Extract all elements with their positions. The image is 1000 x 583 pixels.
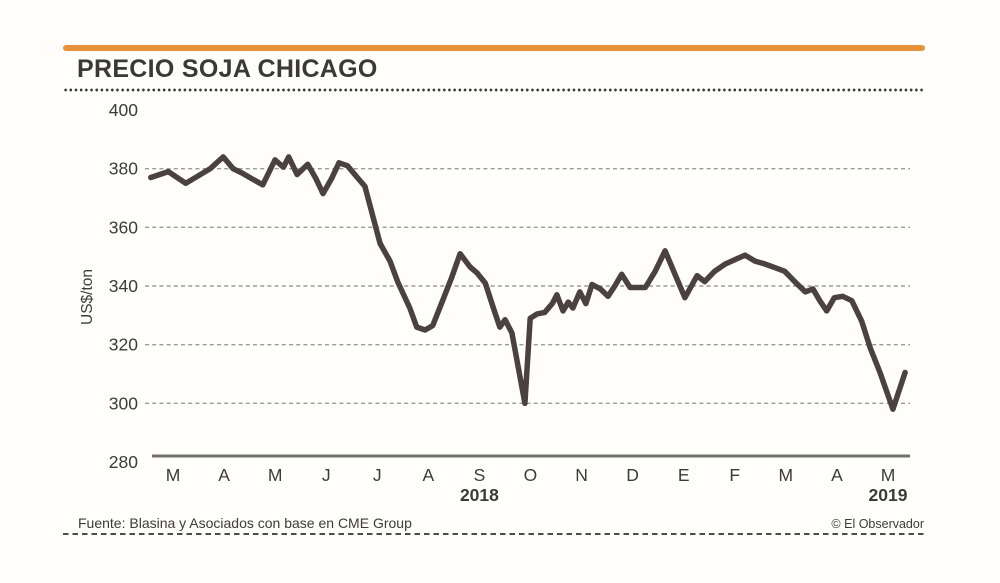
x-month-2: M xyxy=(268,465,283,485)
y-tick-340: 340 xyxy=(109,276,138,296)
x-year-2019: 2019 xyxy=(869,485,908,505)
y-tick-400: 400 xyxy=(109,100,138,120)
x-month-7: O xyxy=(524,465,538,485)
x-month-8: N xyxy=(575,465,588,485)
x-month-10: E xyxy=(678,465,690,485)
y-axis-labels: 400 380 360 340 320 300 280 xyxy=(109,100,138,472)
credit-text: © El Observador xyxy=(831,517,924,531)
x-month-4: J xyxy=(373,465,382,485)
x-month-9: D xyxy=(626,465,639,485)
x-month-13: A xyxy=(831,465,843,485)
x-month-14: M xyxy=(881,465,896,485)
x-month-6: S xyxy=(474,465,486,485)
price-line xyxy=(148,154,908,412)
title-separator xyxy=(63,88,925,92)
x-axis-year-labels: 2018 2019 xyxy=(460,485,908,505)
y-tick-300: 300 xyxy=(109,393,138,413)
y-tick-380: 380 xyxy=(109,159,138,179)
page-title: PRECIO SOJA CHICAGO xyxy=(77,55,378,83)
y-tick-320: 320 xyxy=(109,335,138,355)
accent-bar xyxy=(63,45,925,51)
x-month-3: J xyxy=(322,465,331,485)
x-month-11: F xyxy=(729,465,740,485)
x-month-0: M xyxy=(166,465,181,485)
y-axis-title: US$/ton xyxy=(79,269,96,325)
x-month-12: M xyxy=(779,465,794,485)
x-year-2018: 2018 xyxy=(460,485,499,505)
x-month-1: A xyxy=(218,465,230,485)
source-text: Fuente: Blasina y Asociados con base en … xyxy=(78,515,412,531)
y-tick-280: 280 xyxy=(109,452,138,472)
y-tick-360: 360 xyxy=(109,217,138,237)
x-month-5: A xyxy=(423,465,435,485)
footer-separator xyxy=(63,533,925,535)
